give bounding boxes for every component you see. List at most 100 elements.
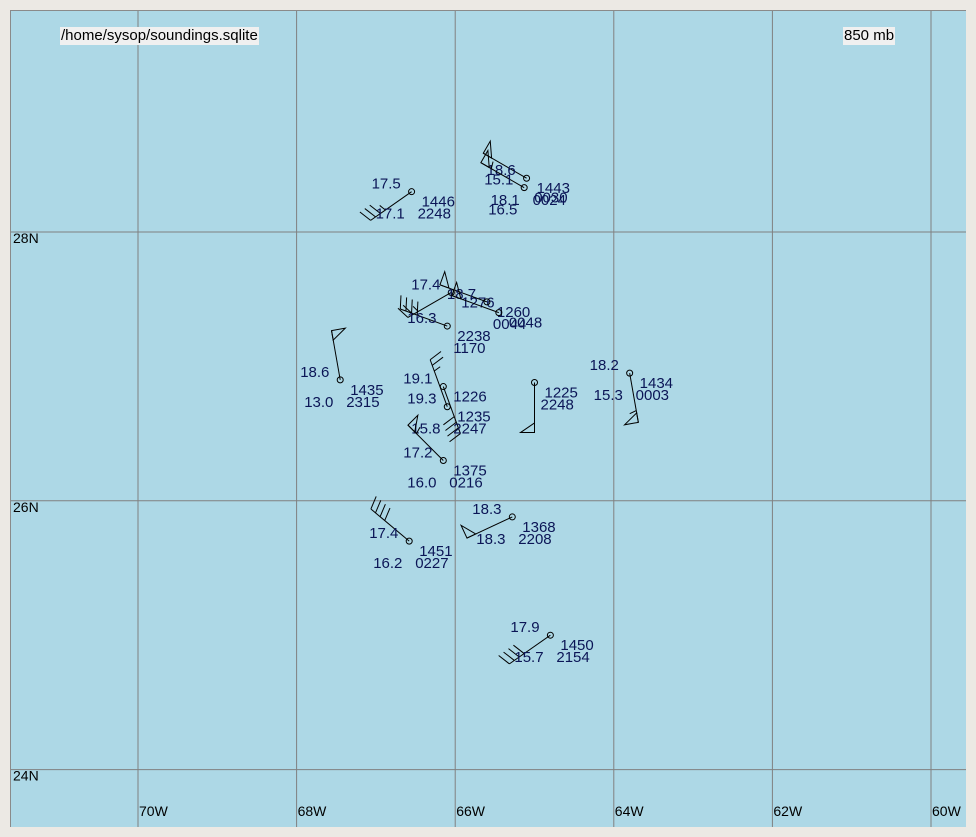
dewpoint-label: 16.0 [407, 474, 436, 491]
wind-barb [405, 297, 408, 312]
wind-barb [364, 208, 376, 218]
wind-staff [407, 292, 452, 318]
station-plot[interactable]: 0048 [451, 280, 542, 332]
grid-labels: 28N 26N 24N 70W 68W 66W 64W 62W 60W [13, 230, 962, 819]
temperature-label: 15.1 [484, 172, 513, 189]
map-area[interactable]: 28N 26N 24N 70W 68W 66W 64W 62W 60W 17.5 17.1 1446… [10, 10, 966, 827]
height-label: 1225 [545, 385, 578, 402]
wind-barb [513, 644, 525, 654]
temperature-label: 17.4 [369, 525, 398, 542]
dewpoint-label: 16.5 [488, 202, 517, 219]
wind-barb [445, 421, 457, 431]
wind-barb [399, 295, 402, 310]
height-label: 1235 [457, 409, 490, 426]
time-label: 2154 [556, 649, 589, 666]
station-circle [520, 184, 528, 192]
dewpoint-label: 15.7 [514, 649, 543, 666]
wind-staff [370, 191, 412, 221]
temperature-label: 18.7 [447, 286, 476, 303]
height-label: 1434 [640, 375, 673, 392]
dewpoint-label: 18.1 [491, 192, 520, 209]
wind-barb [503, 651, 515, 661]
station-plot[interactable]: 15.1 16.5 0030 [480, 148, 568, 219]
time-label: 0024 [533, 192, 566, 209]
height-label: 2238 [457, 328, 490, 345]
dewpoint-label: 13.0 [304, 394, 333, 411]
station-circle [439, 456, 447, 464]
station-circle [523, 174, 531, 182]
station-circle [405, 537, 413, 545]
wind-flag [518, 421, 535, 434]
wind-staff [509, 634, 551, 665]
wind-barb [498, 655, 510, 665]
wind-barb [384, 507, 391, 521]
height-label: 1443 [537, 180, 570, 197]
temperature-label: 18.6 [487, 162, 516, 179]
lon-label: 70W [139, 803, 169, 819]
temperature-label: 18.6 [300, 364, 329, 381]
time-label: 2248 [418, 206, 451, 223]
station-circle [336, 376, 344, 384]
temperature-label: 17.4 [411, 276, 440, 293]
time-label: 0227 [415, 555, 448, 572]
wind-flag [439, 269, 450, 289]
station-plot[interactable]: 19.1 1226 [403, 371, 487, 443]
time-label: 2315 [346, 394, 379, 411]
station-circle [508, 513, 516, 521]
wind-flag [482, 139, 493, 159]
wind-flag [407, 413, 419, 433]
pressure-level-label: 850 mb [843, 27, 896, 45]
wind-half-barb [433, 366, 441, 372]
height-label: 1450 [560, 637, 593, 654]
sounding-map[interactable]: 28N 26N 24N 70W 68W 66W 64W 62W 60W 17.5 17.1 1446… [11, 11, 966, 827]
wind-staff [442, 386, 461, 434]
station-circle [443, 403, 451, 411]
database-path-label: /home/sysop/soundings.sqlite [60, 27, 259, 45]
station-circle [443, 322, 451, 330]
wind-flag [623, 411, 639, 426]
temperature-label: 17.2 [403, 444, 432, 461]
lon-label: 64W [615, 803, 645, 819]
height-label: 1451 [419, 543, 452, 560]
wind-barb [443, 416, 455, 426]
dewpoint-label: 15.8 [411, 421, 440, 438]
wind-barb [431, 356, 444, 366]
lat-label: 26N [13, 499, 39, 515]
wind-barb [375, 500, 382, 514]
wind-half-barb [415, 427, 421, 434]
station-circle [483, 298, 491, 306]
wind-barb [449, 433, 461, 443]
wind-barb [416, 301, 419, 316]
wind-flag [480, 148, 490, 169]
height-label: 0048 [509, 315, 542, 332]
wind-barb [359, 211, 371, 221]
wind-barb [370, 496, 377, 510]
dewpoint-label: 17.1 [376, 206, 405, 223]
temperature-label: 18.3 [472, 501, 501, 518]
wind-staff [429, 359, 448, 407]
station-circle [408, 188, 416, 196]
lat-label: 24N [13, 768, 39, 784]
temperature-label: 17.9 [510, 619, 539, 636]
wind-barb [411, 299, 413, 314]
height-label: 1260 [497, 304, 530, 321]
wind-staff [370, 508, 410, 542]
station-circle [495, 309, 503, 317]
dewpoint-label: 15.3 [594, 387, 623, 404]
temperature-label: 19.3 [407, 391, 436, 408]
time-label: 0003 [636, 387, 669, 404]
wind-half-barb [490, 161, 494, 169]
